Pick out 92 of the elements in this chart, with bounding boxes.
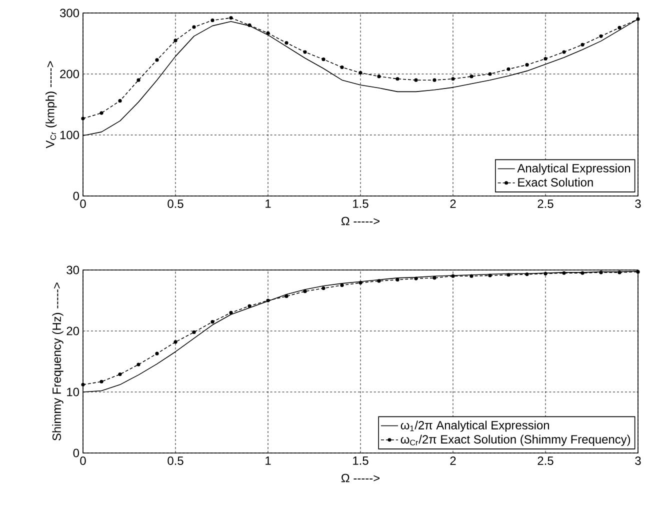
x-tick-label: 1 — [266, 200, 271, 208]
y-tick-label: 0 — [73, 448, 80, 458]
point — [432, 78, 436, 82]
legend-label: Analytical Expression — [517, 164, 630, 175]
point — [432, 276, 436, 280]
y-tick-label: 30 — [66, 266, 80, 274]
point — [266, 31, 270, 35]
point — [599, 34, 603, 38]
y-tick-label: 0 — [73, 192, 80, 200]
point — [174, 340, 178, 344]
x-tick-label: 1.5 — [353, 456, 368, 465]
point — [451, 77, 455, 81]
point — [506, 273, 510, 277]
point — [210, 18, 214, 22]
x-tick-label: 3 — [635, 456, 641, 465]
y-tick-label: 200 — [60, 70, 80, 78]
point — [544, 272, 548, 276]
point — [174, 38, 178, 42]
y-axis-title: Shimmy Frequency (Hz) -----> — [52, 282, 64, 440]
point — [525, 272, 529, 276]
point — [451, 274, 455, 278]
point — [303, 50, 307, 54]
point — [340, 283, 344, 288]
point — [414, 276, 418, 280]
x-axis-title: Ω -----> — [341, 474, 380, 482]
point — [100, 380, 104, 384]
x-tick-label: 0.5 — [168, 200, 184, 208]
y-tick-label: 10 — [67, 388, 80, 396]
x-tick-label: 0.5 — [168, 456, 184, 465]
x-axis-title: Ω -----> — [341, 216, 380, 226]
point — [210, 320, 214, 324]
point — [396, 278, 400, 282]
y-axis-title: V$_{Cr}$ (kmph) -----> — [46, 61, 57, 148]
point — [562, 50, 566, 54]
point — [192, 25, 196, 29]
point — [470, 74, 474, 78]
point — [322, 58, 326, 62]
point — [470, 274, 474, 278]
point — [414, 78, 418, 82]
point — [284, 41, 288, 45]
legend-label: ω$_{Cr}$/2π Exact Solution (Shimmy Frequency) — [400, 434, 630, 446]
point — [618, 270, 622, 274]
point — [358, 281, 362, 285]
point — [248, 304, 252, 308]
point — [266, 298, 270, 302]
point — [544, 56, 548, 61]
point — [636, 17, 640, 21]
x-tick-label: 2 — [450, 456, 456, 465]
point — [580, 42, 584, 47]
point — [155, 58, 159, 62]
point — [100, 111, 104, 115]
point — [284, 294, 288, 298]
legend-label: ω$_{1}$/2π Analytical Expression — [400, 420, 550, 432]
point — [488, 72, 492, 76]
point — [81, 382, 85, 386]
point — [118, 99, 122, 103]
x-tick-label: 1 — [266, 456, 271, 465]
point — [488, 274, 492, 278]
point — [81, 116, 85, 120]
y-tick-label: 100 — [60, 130, 80, 140]
x-tick-label: 3 — [635, 200, 641, 208]
x-tick-label: 2.5 — [538, 200, 554, 208]
point — [340, 65, 344, 70]
x-tick-label: 1.5 — [353, 200, 368, 208]
point — [229, 16, 233, 20]
point — [118, 372, 122, 376]
y-tick-label: 300 — [60, 8, 80, 18]
point — [229, 310, 233, 314]
point — [506, 67, 510, 71]
point — [525, 63, 529, 67]
x-tick-label: 0 — [80, 456, 86, 465]
point — [248, 23, 252, 27]
point — [358, 70, 362, 75]
point — [377, 279, 381, 283]
point — [636, 270, 640, 274]
point — [136, 78, 140, 82]
point — [303, 290, 307, 294]
point — [155, 352, 159, 356]
point — [136, 362, 140, 366]
legend-label: Exact Solution — [518, 178, 593, 187]
x-tick-label: 2 — [450, 200, 456, 208]
x-tick-label: 2.5 — [538, 456, 554, 465]
point — [377, 74, 381, 78]
point — [396, 77, 400, 81]
point — [618, 26, 622, 30]
point — [192, 330, 196, 334]
x-tick-label: 0 — [80, 200, 86, 208]
point — [580, 271, 584, 275]
point — [322, 286, 326, 290]
point — [562, 271, 566, 275]
y-tick-label: 20 — [66, 326, 80, 336]
point — [599, 270, 603, 274]
